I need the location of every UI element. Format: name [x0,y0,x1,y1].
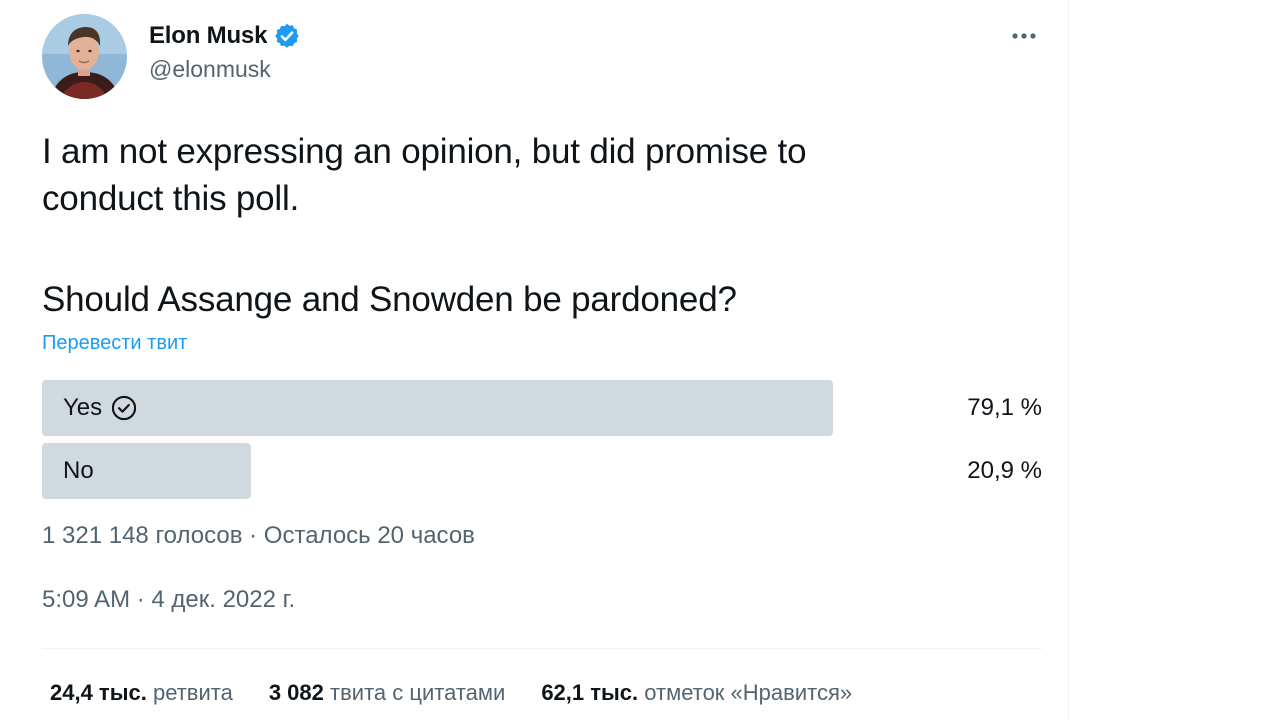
author-name[interactable]: Elon Musk [149,22,268,49]
more-options-button[interactable] [1004,20,1044,52]
tweet-stats: 24,4 тыс. ретвита 3 082 твита с цитатами… [50,680,852,706]
stat-likes-count: 62,1 тыс. [541,680,639,705]
more-dots-icon [1012,33,1036,39]
translate-tweet-link[interactable]: Перевести твит [42,332,188,354]
divider [42,648,1042,649]
tweet-question: Should Assange and Snowden be pardoned? [42,280,737,319]
poll-meta: 1 321 148 голосов · Осталось 20 часов [42,522,475,549]
verified-badge-icon [275,23,300,48]
stat-retweets[interactable]: 24,4 тыс. ретвита [50,680,233,706]
poll-percent-no: 20,9 % [967,457,1042,484]
stat-quotes-count: 3 082 [268,680,324,705]
poll-bar-no [42,443,251,499]
poll-option-label-row: Yes [63,380,138,436]
stat-quotes-label: твита с цитатами [330,680,506,705]
poll-option-yes: Yes 79,1 % [42,380,1042,436]
poll-option-label-row: No [63,443,94,499]
poll-option-label: No [63,457,94,484]
avatar-image [42,14,127,99]
stat-quotes[interactable]: 3 082 твита с цитатами [269,680,505,706]
avatar[interactable] [42,14,127,99]
column-divider [1068,0,1069,720]
check-circle-icon [112,395,137,421]
poll-option-label: Yes [63,394,103,421]
stat-likes[interactable]: 62,1 тыс. отметок «Нравится» [541,680,852,706]
poll-percent-yes: 79,1 % [967,394,1042,421]
stat-likes-label: отметок «Нравится» [644,680,853,705]
poll-option-no: No 20,9 % [42,443,1042,499]
tweet-text: I am not expressing an opinion, but did … [42,132,807,218]
stat-retweets-count: 24,4 тыс. [50,680,147,705]
author-name-row: Elon Musk [149,20,301,52]
poll-bar-yes [42,380,833,436]
tweet-timestamp[interactable]: 5:09 AM · 4 дек. 2022 г. [42,586,296,613]
author-handle[interactable]: @elonmusk [149,56,271,82]
stat-retweets-label: ретвита [152,680,233,705]
